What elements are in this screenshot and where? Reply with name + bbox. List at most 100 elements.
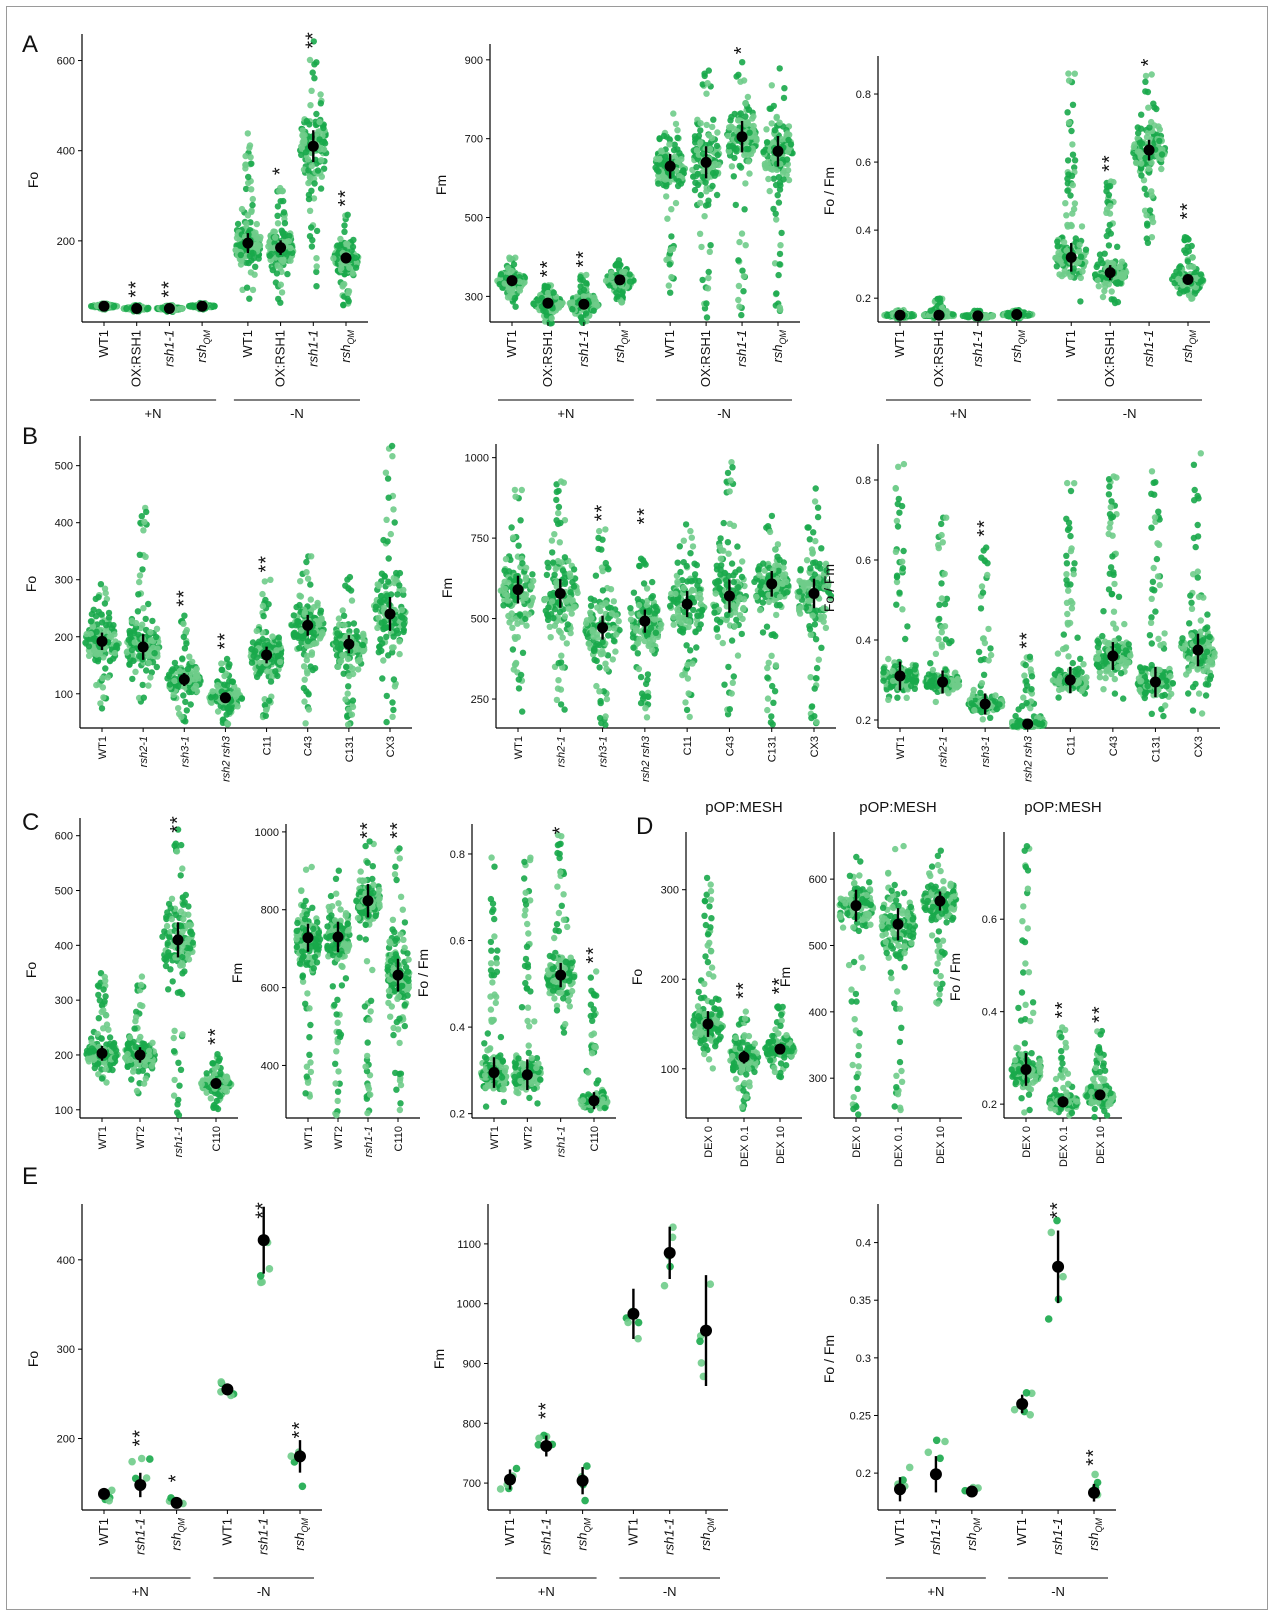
data-point	[1145, 165, 1152, 172]
data-point	[745, 146, 752, 153]
data-point	[145, 659, 152, 667]
data-point	[552, 565, 559, 573]
data-point	[252, 229, 259, 236]
data-point	[355, 666, 362, 673]
data-point	[349, 270, 357, 277]
data-point	[742, 242, 749, 249]
data-point	[248, 186, 255, 193]
data-point	[95, 594, 102, 601]
data-point	[218, 660, 225, 667]
data-point	[389, 713, 396, 720]
data-point	[228, 678, 236, 685]
data-point	[776, 250, 784, 258]
group-label: -N	[1123, 406, 1137, 421]
data-point	[672, 120, 680, 128]
data-point	[703, 90, 710, 97]
data-point	[307, 102, 314, 109]
data-point	[501, 578, 508, 585]
data-point	[1103, 232, 1111, 240]
data-point	[737, 164, 745, 171]
data-point	[520, 593, 528, 600]
data-point	[740, 77, 748, 84]
data-point	[360, 647, 367, 655]
data-point	[345, 683, 352, 690]
data-point	[1138, 172, 1145, 179]
data-point	[344, 295, 351, 302]
data-point	[136, 572, 144, 579]
data-point	[988, 312, 996, 320]
data-point	[1025, 312, 1032, 319]
data-point	[306, 56, 314, 64]
data-point	[298, 143, 305, 150]
data-point	[272, 234, 279, 241]
data-point	[111, 649, 119, 657]
data-point	[193, 665, 200, 673]
data-point	[267, 576, 274, 583]
data-point	[98, 611, 105, 618]
data-point	[1106, 221, 1114, 229]
y-tick-label: 200	[55, 632, 73, 644]
data-point	[1106, 183, 1114, 190]
data-point	[728, 113, 735, 121]
significance-marker: *	[731, 46, 753, 55]
data-point	[296, 592, 303, 599]
data-point	[243, 220, 250, 227]
data-point	[705, 268, 712, 276]
x-category-label: C131	[344, 736, 356, 762]
data-point	[344, 690, 351, 697]
mean-point	[1065, 251, 1077, 263]
x-category-label: rshQM	[194, 329, 212, 362]
data-point	[557, 478, 565, 485]
data-point	[316, 621, 323, 628]
data-point	[663, 193, 670, 200]
data-point	[746, 129, 753, 136]
data-point	[126, 631, 134, 639]
data-point	[128, 646, 136, 654]
data-point	[379, 675, 386, 682]
data-point	[287, 244, 294, 252]
data-point	[732, 201, 739, 209]
mean-point	[343, 638, 355, 650]
x-category-label: rsh2-1	[138, 736, 150, 767]
data-point	[570, 604, 577, 611]
data-point	[615, 257, 623, 264]
data-point	[704, 285, 712, 292]
data-point	[317, 100, 324, 107]
dot-cloud	[689, 67, 724, 321]
data-point	[703, 121, 710, 129]
data-point	[697, 120, 704, 127]
y-tick-label: 900	[465, 55, 483, 67]
y-axis-label: Fo	[23, 576, 39, 593]
data-point	[1107, 202, 1114, 210]
data-point	[1158, 151, 1166, 158]
data-point	[181, 612, 188, 619]
data-point	[672, 199, 680, 207]
panel-label-a: A	[22, 31, 38, 58]
y-axis-label: Fm	[439, 578, 455, 598]
data-point	[311, 640, 318, 647]
data-point	[139, 681, 146, 689]
y-tick-label: 500	[471, 614, 489, 626]
data-point	[394, 591, 401, 598]
data-point	[354, 633, 361, 641]
data-point	[1069, 151, 1077, 158]
data-point	[247, 269, 255, 276]
dot-cloud	[652, 110, 688, 296]
data-point	[742, 180, 749, 187]
data-point	[246, 142, 254, 149]
data-point	[529, 571, 536, 578]
figure-frame	[6, 6, 1268, 1610]
data-point	[277, 198, 284, 205]
data-point	[385, 494, 392, 501]
data-point	[770, 205, 777, 213]
data-point	[674, 127, 681, 134]
data-point	[738, 311, 745, 319]
data-point	[697, 139, 704, 146]
data-point	[1102, 283, 1109, 290]
data-point	[776, 179, 784, 186]
x-category-label: WT1	[97, 736, 109, 759]
data-point	[738, 230, 746, 237]
data-point	[703, 300, 710, 307]
dot-cloud	[1169, 234, 1207, 302]
data-point	[302, 720, 309, 727]
